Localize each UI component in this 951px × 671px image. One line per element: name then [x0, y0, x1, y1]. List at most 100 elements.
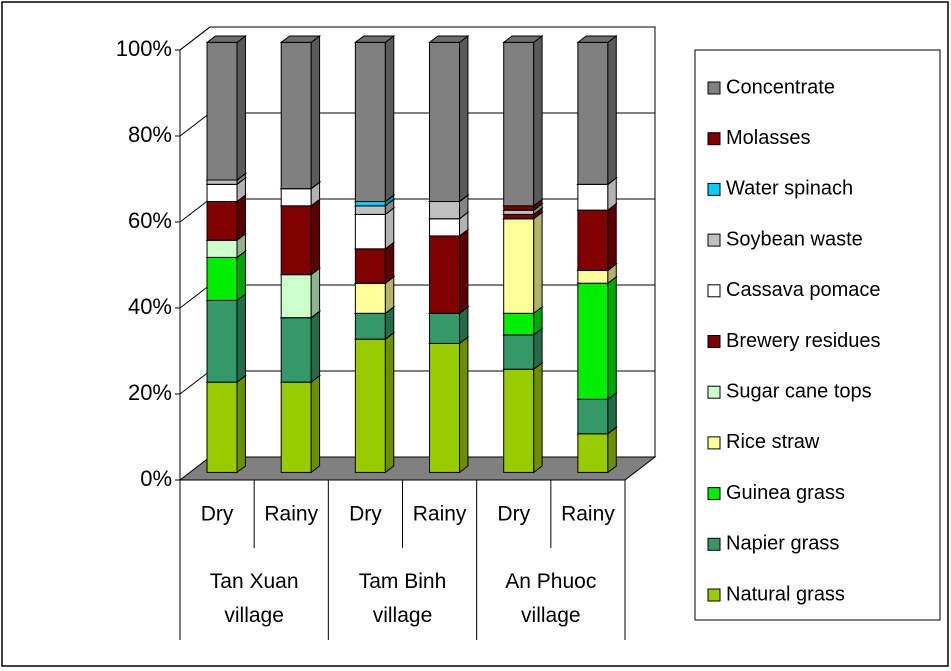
bar-side [459, 335, 469, 474]
bar-segment [577, 41, 609, 185]
legend-swatch [707, 284, 721, 298]
y-tick-label: 40% [128, 294, 172, 319]
bar-segment [280, 317, 312, 383]
bar-segment [503, 213, 535, 220]
x-tick-label: Rainy [561, 503, 615, 526]
bar-segment [429, 342, 461, 473]
bar-side [607, 391, 617, 435]
legend-label: Soybean waste [726, 228, 863, 250]
bar-side [310, 34, 321, 190]
bar-side [310, 198, 321, 276]
x-tick-label: Dry [497, 503, 530, 526]
bar-segment [429, 41, 461, 203]
bar-segment [206, 179, 238, 185]
bar-side [236, 292, 246, 384]
legend-label: Brewery residues [726, 330, 881, 352]
bar-segment [354, 205, 386, 215]
group-label: Tam Binh village [358, 570, 447, 627]
bar-side [236, 374, 246, 474]
bar-segment [206, 299, 238, 383]
bar-segment [429, 235, 461, 314]
bar-segment [503, 334, 535, 370]
y-tick-label: 60% [128, 208, 172, 233]
legend-label: Sugar cane tops [726, 380, 872, 402]
bar-side [607, 34, 617, 186]
bar-side [607, 275, 617, 401]
bar-top [279, 35, 322, 43]
bar-segment [280, 381, 312, 473]
legend-swatch [707, 132, 721, 146]
bar-top [576, 35, 618, 43]
legend-swatch [707, 487, 721, 501]
x-tick-label: Dry [349, 503, 382, 526]
bar-segment [354, 312, 386, 340]
bar-side [459, 228, 469, 315]
legend-swatch [707, 537, 721, 551]
bar-segment [280, 188, 312, 207]
legend-label: Natural grass [726, 583, 845, 605]
legend-label: Molasses [726, 127, 810, 149]
bar-segment [206, 201, 238, 241]
bar-side [533, 211, 543, 315]
bar-segment [280, 274, 312, 319]
bar-side [236, 249, 246, 302]
x-tick-label: Dry [201, 503, 234, 526]
bar-side [384, 241, 395, 285]
legend-swatch [707, 588, 721, 602]
bar-side [607, 202, 617, 272]
y-tick-label: 80% [128, 122, 172, 147]
bar-segment [354, 213, 386, 250]
bar-segment [354, 338, 386, 473]
bar-segment [206, 256, 238, 301]
bar-side [310, 310, 321, 384]
bar-segment [354, 282, 386, 314]
bar-segment [577, 209, 609, 271]
legend-label: Cassava pomace [726, 279, 881, 301]
bar-segment [429, 312, 461, 344]
legend-swatch [707, 385, 721, 399]
x-tick-label: Rainy [413, 503, 467, 526]
bar-segment [503, 205, 535, 211]
bar-segment [206, 381, 238, 473]
bar-side [459, 34, 469, 203]
bar-segment [429, 218, 461, 237]
bar-segment [577, 183, 609, 211]
legend-label: Rice straw [726, 431, 820, 453]
bar-segment [503, 209, 535, 215]
bar-segment [206, 239, 238, 258]
bar-side [533, 34, 543, 207]
bar-segment [354, 248, 386, 284]
bar-segment [206, 41, 238, 181]
bar-segment [280, 205, 312, 276]
bar-segment [429, 201, 461, 220]
bar-segment [503, 218, 535, 314]
legend-swatch [707, 436, 721, 450]
bar-side [533, 361, 543, 474]
bar-segment [206, 183, 238, 203]
legend-swatch [707, 81, 721, 95]
legend-label: Guinea grass [726, 482, 845, 504]
bar-top [205, 35, 247, 43]
legend-label: Water spinach [726, 178, 853, 200]
bar-segment [503, 41, 535, 207]
bar-segment [577, 269, 609, 284]
bar-top [428, 35, 470, 43]
legend-label: Concentrate [726, 76, 835, 98]
bar-side [384, 331, 395, 474]
x-tick-label: Rainy [264, 503, 318, 526]
group-label: An Phuoc village [505, 570, 597, 627]
bar-side [310, 267, 321, 319]
legend-swatch [707, 335, 721, 348]
legend-label: Napier grass [726, 533, 839, 555]
y-tick-label: 0% [140, 466, 172, 491]
y-tick-label: 100% [116, 36, 172, 61]
bar-segment [354, 41, 386, 203]
y-tick-label: 20% [128, 380, 172, 405]
bar-segment [354, 201, 386, 207]
bar-segment [577, 282, 609, 400]
bar-side [384, 34, 395, 203]
legend-swatch [707, 182, 721, 196]
bar-side [533, 327, 543, 371]
